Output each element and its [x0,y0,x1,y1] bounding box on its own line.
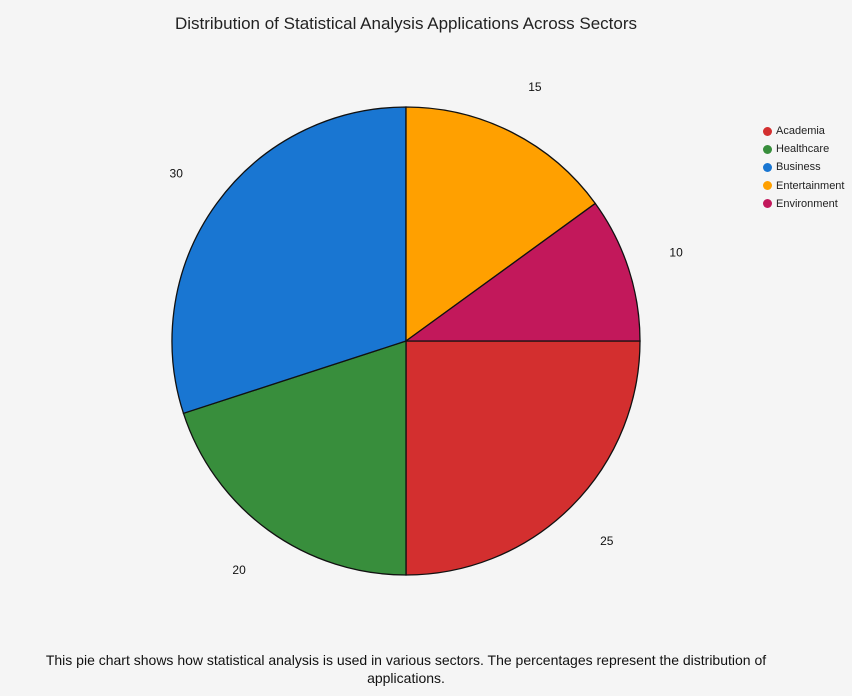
legend-swatch-icon [763,126,772,136]
pie-slice-healthcare [182,340,407,576]
legend-item-entertainment[interactable]: Entertainment [763,177,844,195]
legend-item-environment[interactable]: Environment [763,195,844,213]
chart-caption: This pie chart shows how statistical ana… [45,652,767,686]
legend: Academia Healthcare Business Entertainment E… [763,122,844,213]
slice-label-business: 30 [170,166,184,180]
legend-swatch-icon [763,144,772,154]
legend-swatch-icon [763,162,772,172]
legend-label: Academia [776,125,825,138]
legend-item-academia[interactable]: Academia [763,122,844,140]
pie-slices [171,106,641,576]
pie-slice-environment [403,202,641,342]
legend-label: Environment [776,197,838,210]
slice-labels: 25 20 30 15 10 [170,80,684,577]
legend-item-business[interactable]: Business [763,158,844,176]
slice-label-environment: 10 [669,245,683,259]
legend-item-healthcare[interactable]: Healthcare [763,140,844,158]
legend-swatch-icon [763,181,772,191]
slice-label-academia: 25 [600,534,614,548]
slice-label-healthcare: 20 [232,563,246,577]
slice-label-entertainment: 15 [528,80,542,94]
legend-swatch-icon [763,199,772,209]
pie-slice-entertainment [405,106,597,343]
pie-slice-academia [405,340,641,576]
pie-slice-business [171,106,407,415]
legend-label: Business [776,161,821,174]
chart-title: Distribution of Statistical Analysis App… [174,14,638,33]
legend-label: Healthcare [776,143,830,156]
legend-label: Entertainment [776,179,845,192]
